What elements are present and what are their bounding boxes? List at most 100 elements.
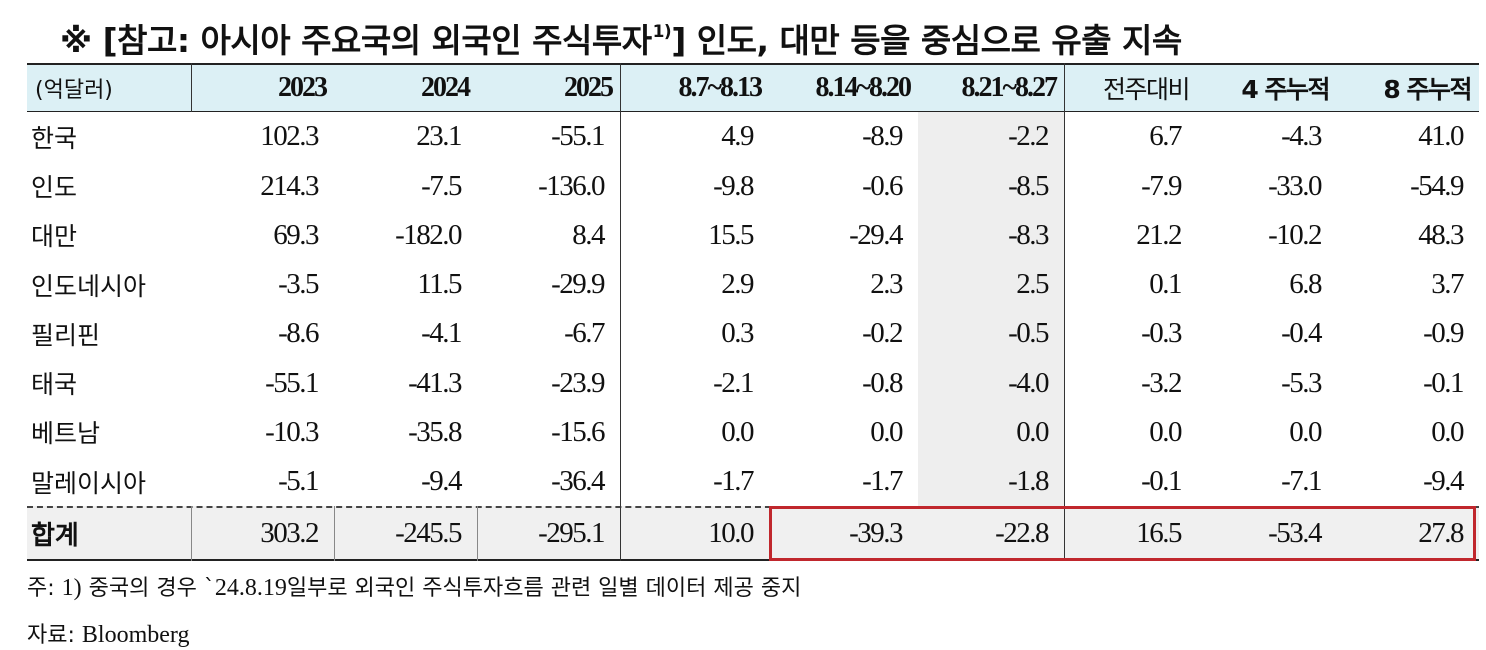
title-main: ※ [참고: 아시아 주요국의 외국인 주식투자 <box>60 21 652 60</box>
header-2025: 2025 <box>564 72 614 103</box>
country-label: 한국 <box>31 123 78 153</box>
table-cell: -29.9 <box>551 268 605 300</box>
table-cell: -54.9 <box>1410 169 1464 202</box>
table-cell: -8.9 <box>862 120 903 153</box>
flows-table: (억달러) 2023 2024 2025 8.7~8.13 8.14~8.20 … <box>27 63 1479 561</box>
table-cell: 3.7 <box>1431 268 1464 300</box>
table-cell: -0.9 <box>1423 317 1464 350</box>
total-cell: 10.0 <box>708 517 754 549</box>
country-label: 베트남 <box>31 419 101 449</box>
total-cell: 303.2 <box>260 517 319 549</box>
column-divider <box>1064 63 1065 561</box>
table-cell: -7.1 <box>1281 465 1322 497</box>
table-cell: -55.1 <box>551 120 605 153</box>
highlight-box <box>769 506 1476 561</box>
table-cell: 4.9 <box>721 120 754 153</box>
table-cell: 6.8 <box>1289 268 1322 300</box>
table-cell: 0.0 <box>870 415 903 448</box>
table-cell: -6.7 <box>564 317 605 350</box>
table-cell: -4.0 <box>1008 366 1049 399</box>
table-cell: -8.6 <box>278 317 319 350</box>
table-row: 필리핀 -8.6 -4.1 -6.7 0.3 -0.2 -0.5 -0.3 -0.4 -0.9 <box>27 309 1479 359</box>
header-wow: 전주대비 <box>1102 75 1191 104</box>
total-cell: -39.3 <box>849 517 903 549</box>
total-label: 합계 <box>31 521 79 551</box>
page-title: ※ [참고: 아시아 주요국의 외국인 주식투자1)] 인도, 대만 등을 중심… <box>60 8 1182 60</box>
total-cell: -53.4 <box>1268 517 1322 549</box>
table-cell: -0.6 <box>862 169 903 202</box>
table-cell: 0.0 <box>1431 415 1464 448</box>
country-label: 필리핀 <box>31 320 101 350</box>
table-cell: 0.1 <box>1149 268 1182 300</box>
table-cell: 23.1 <box>416 120 462 153</box>
table-cell: -4.1 <box>421 317 462 350</box>
total-divider <box>191 506 192 561</box>
table-cell: 48.3 <box>1418 218 1464 251</box>
table-cell: 2.5 <box>1016 268 1049 300</box>
table-cell: -33.0 <box>1268 169 1322 202</box>
table-cell: -9.4 <box>421 465 462 497</box>
header-2023: 2023 <box>278 72 328 103</box>
current-week-shading <box>918 112 1064 506</box>
table-cell: 2.9 <box>721 268 754 300</box>
header-divider <box>191 63 192 112</box>
table-cell: -182.0 <box>395 218 462 251</box>
table-cell: -8.5 <box>1008 169 1049 202</box>
table-cell: -1.7 <box>713 465 754 497</box>
footnote: 주: 1) 중국의 경우 `24.8.19일부로 외국인 주식투자흐름 관련 일… <box>27 570 801 602</box>
table-row: 베트남 -10.3 -35.8 -15.6 0.0 0.0 0.0 0.0 0.0 0.0 <box>27 408 1479 458</box>
table-cell: 0.3 <box>721 317 754 350</box>
source-prefix: 자료: <box>27 623 82 648</box>
table-cell: 15.5 <box>708 218 754 251</box>
total-divider <box>477 506 478 561</box>
total-cell: -22.8 <box>995 517 1049 549</box>
table-cell: -0.5 <box>1008 317 1049 350</box>
table-cell: -0.1 <box>1423 366 1464 399</box>
country-label: 태국 <box>31 370 78 399</box>
table-cell: -1.7 <box>862 465 903 497</box>
footnote-rest: 일부로 외국인 주식투자흐름 관련 일별 데이터 제공 중지 <box>286 576 802 601</box>
table-cell: -7.5 <box>421 169 462 202</box>
country-label: 말레이시아 <box>31 468 147 498</box>
table-cell: -10.3 <box>265 415 319 448</box>
total-cell: -245.5 <box>395 517 462 549</box>
table-cell: -41.3 <box>408 366 462 399</box>
table-cell: -0.8 <box>862 366 903 399</box>
table-cell: -2.2 <box>1008 120 1049 153</box>
header-week-3: 8.21~8.27 <box>961 72 1058 103</box>
table-cell: -9.8 <box>713 169 754 202</box>
table-header-row: (억달러) 2023 2024 2025 8.7~8.13 8.14~8.20 … <box>27 63 1479 112</box>
table-cell: 11.5 <box>417 268 462 300</box>
header-week-2: 8.14~8.20 <box>815 72 912 103</box>
table-row: 인도 214.3 -7.5 -136.0 -9.8 -0.6 -8.5 -7.9 -33.0 -5… <box>27 161 1479 211</box>
footnote-number: 1) <box>61 575 82 601</box>
title-footnote-mark: 1) <box>652 22 672 42</box>
table-cell: -3.2 <box>1141 366 1182 399</box>
header-2024: 2024 <box>421 72 471 103</box>
country-label: 인도 <box>31 173 78 202</box>
table-cell: 41.0 <box>1418 120 1464 153</box>
table-cell: -0.1 <box>1141 465 1182 497</box>
footnote-text: 중국의 경우 ` <box>81 576 215 601</box>
table-row: 인도네시아 -3.5 11.5 -29.9 2.9 2.3 2.5 0.1 6.8 3.7 <box>27 260 1479 310</box>
source-name: Bloomberg <box>81 622 190 648</box>
total-cell: -295.1 <box>538 517 605 549</box>
total-cell: 27.8 <box>1418 517 1464 549</box>
table-cell: 0.0 <box>1289 415 1322 448</box>
table-cell: 0.0 <box>1016 415 1049 448</box>
table-cell: -136.0 <box>538 169 605 202</box>
table-cell: -4.3 <box>1281 120 1322 153</box>
column-divider <box>620 63 621 561</box>
table-cell: -0.4 <box>1281 317 1322 350</box>
table-cell: -0.3 <box>1141 317 1182 350</box>
table-cell: -7.9 <box>1141 169 1182 202</box>
source-note: 자료: Bloomberg <box>27 617 189 649</box>
table-cell: -36.4 <box>551 465 605 497</box>
table-row: 한국 102.3 23.1 -55.1 4.9 -8.9 -2.2 6.7 -4.3 41.0 <box>27 112 1479 162</box>
table-row: 말레이시아 -5.1 -9.4 -36.4 -1.7 -1.7 -1.8 -0.1 -7.1 -9… <box>27 457 1479 507</box>
table-cell: 214.3 <box>260 169 319 202</box>
title-tail: ] 인도, 대만 등을 중심으로 유출 지속 <box>671 21 1182 60</box>
header-4wk: 4 주누적 <box>1241 75 1330 104</box>
table-cell: 69.3 <box>273 218 319 251</box>
header-8wk: 8 주누적 <box>1383 75 1472 104</box>
